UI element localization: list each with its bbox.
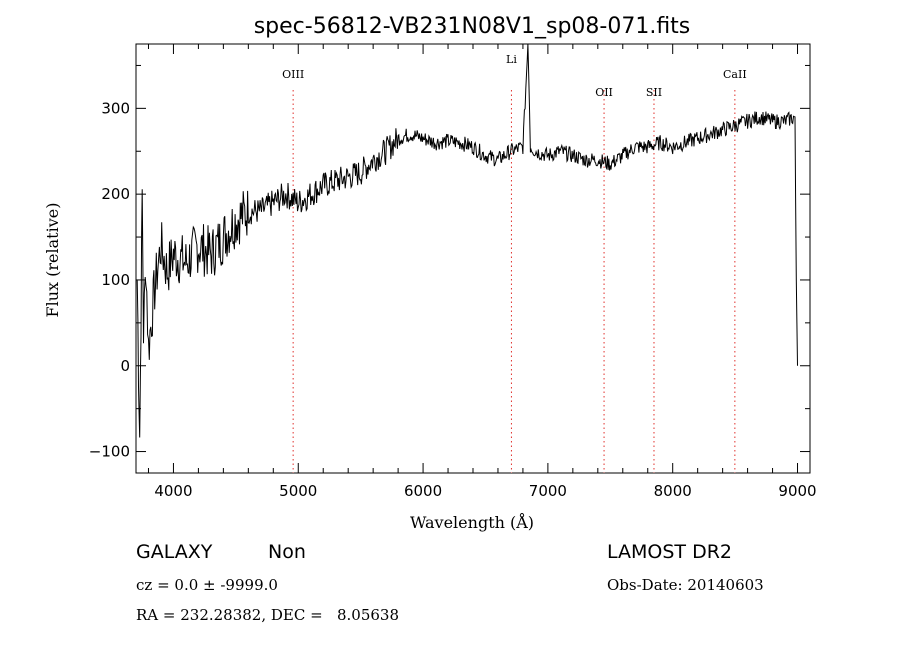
x-tick-label: 4000	[154, 482, 192, 500]
x-axis-label: Wavelength (Å)	[410, 512, 534, 532]
chart-title: spec-56812-VB231N08V1_sp08-071.fits	[254, 14, 691, 39]
y-tick-label: 0	[120, 357, 130, 375]
x-tick-label: 8000	[654, 482, 692, 500]
x-tick-label: 7000	[529, 482, 567, 500]
emission-lines: OIII Li OII SII CaII	[282, 53, 747, 473]
object-subclass: Non	[268, 541, 306, 563]
spectrum-series	[136, 43, 798, 438]
emission-line-label: SII	[646, 86, 662, 99]
x-tick-label: 9000	[778, 482, 816, 500]
spectrum-line	[136, 43, 798, 438]
axis-ticks: 4000 5000 6000 7000 8000 9000 −100 0 100 200 300	[89, 44, 817, 500]
emission-line-label: Li	[506, 53, 517, 66]
obs-date: Obs-Date: 20140603	[607, 576, 764, 594]
y-tick-label: 100	[101, 271, 130, 289]
y-tick-label: 300	[101, 99, 130, 117]
redshift-readout: cz = 0.0 ± -9999.0	[136, 576, 278, 594]
x-tick-label: 6000	[404, 482, 442, 500]
survey-name: LAMOST DR2	[607, 541, 732, 563]
plot-frame	[135, 43, 811, 474]
x-tick-label: 5000	[279, 482, 317, 500]
y-tick-label: −100	[89, 443, 130, 461]
y-axis-label: Flux (relative)	[43, 203, 62, 318]
emission-line-label: OIII	[282, 68, 304, 81]
plot-border	[135, 43, 811, 474]
y-tick-label: 200	[101, 185, 130, 203]
coordinates: RA = 232.28382, DEC = 8.05638	[136, 606, 399, 624]
emission-line-label: CaII	[723, 68, 747, 81]
object-class: GALAXY	[136, 541, 213, 563]
emission-line-label: OII	[595, 86, 613, 99]
